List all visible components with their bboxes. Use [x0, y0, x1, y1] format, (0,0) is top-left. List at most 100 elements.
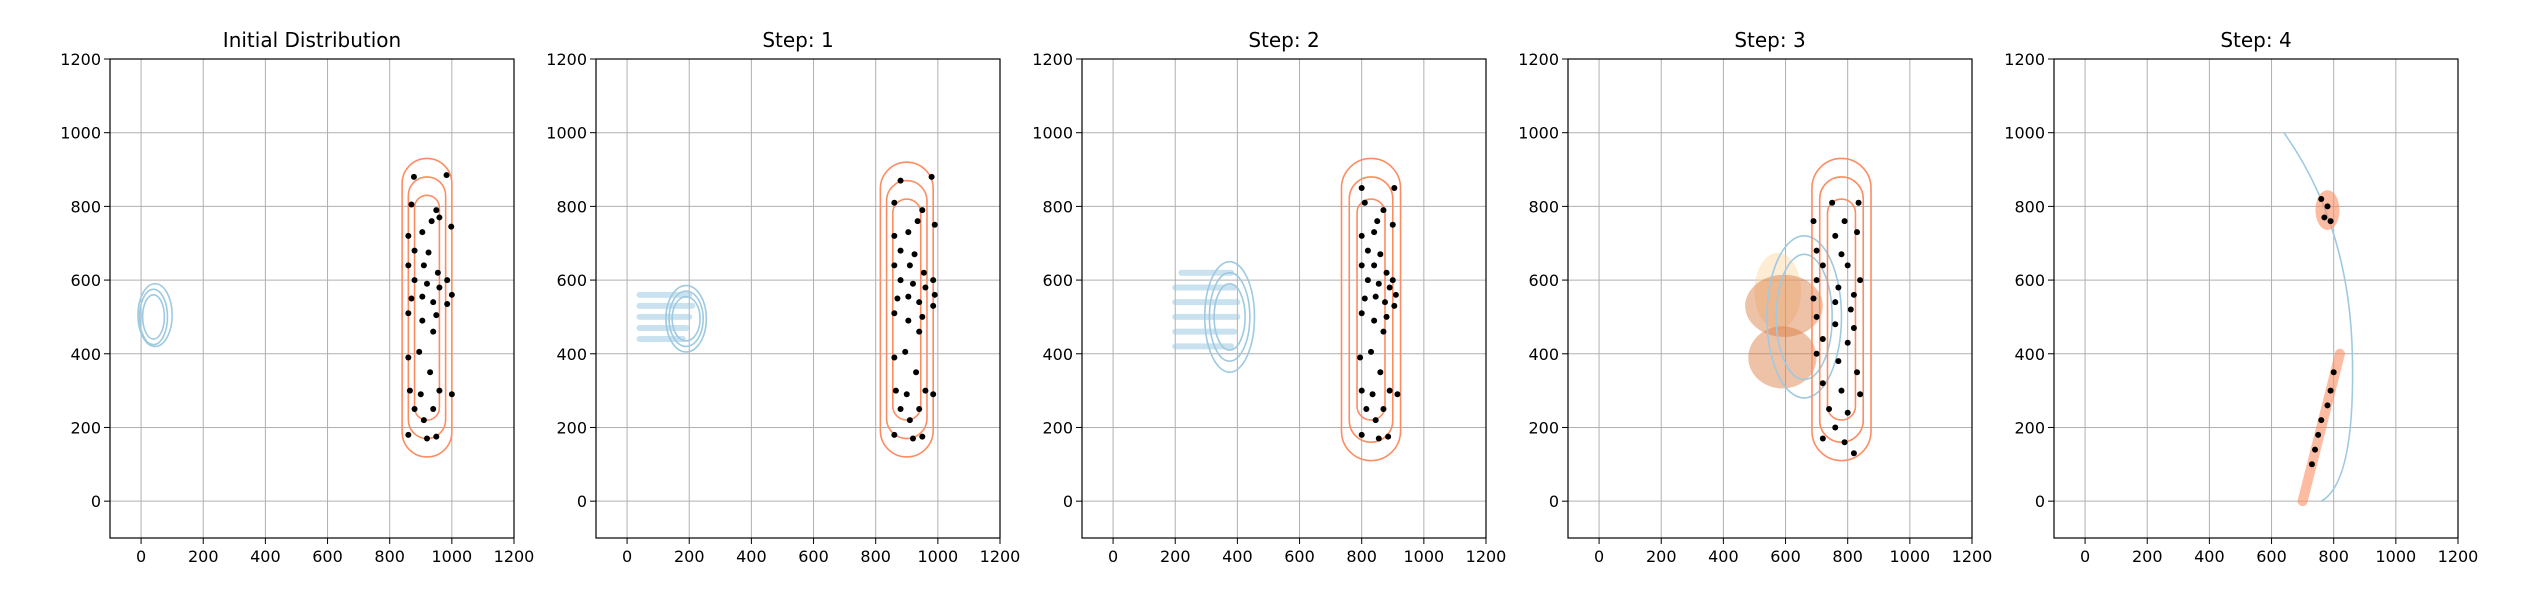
y-tick-label: 1200	[60, 50, 101, 69]
particle-point	[1364, 247, 1371, 254]
particle-point	[1844, 339, 1851, 346]
particle-point	[430, 299, 437, 306]
particle-point	[1383, 313, 1390, 320]
flow-blob	[1745, 274, 1823, 337]
y-tick-label: 1000	[1518, 124, 1559, 143]
x-tick-label: 600	[1284, 547, 1315, 566]
target-contour	[2297, 348, 2345, 507]
particle-point	[1389, 277, 1396, 284]
particle-point	[419, 317, 426, 324]
source-contour	[137, 282, 173, 348]
panel-step-3: Step: 3 0 200 400 600 800 1000 1200 0 200 400 600 8…	[1518, 28, 1992, 566]
x-tick-label: 400	[1708, 547, 1739, 566]
particle-point	[913, 369, 920, 376]
particle-point	[433, 312, 440, 319]
particle-point	[1850, 324, 1857, 331]
particle-point	[931, 291, 938, 298]
particle-point	[1857, 391, 1864, 398]
target-contour	[1348, 176, 1394, 443]
particle-point	[416, 348, 423, 355]
grid	[2054, 58, 2459, 538]
grid	[596, 58, 1001, 538]
x-tick-label: 200	[1646, 547, 1677, 566]
particle-point	[425, 249, 432, 256]
particle-point	[411, 406, 418, 413]
particle-point	[1361, 295, 1368, 302]
particle-point	[443, 172, 450, 179]
particle-point	[930, 302, 937, 309]
y-tick-label: 1000	[2004, 124, 2045, 143]
particle-point	[905, 229, 912, 236]
source-contour	[665, 284, 708, 353]
y-tick-label: 0	[1549, 492, 1559, 511]
particle-point	[408, 201, 415, 208]
particle-point	[1850, 450, 1857, 457]
particle-point	[1832, 321, 1839, 328]
particle-point	[1361, 199, 1368, 206]
y-tick-label: 0	[577, 492, 587, 511]
particle-point	[2327, 387, 2334, 394]
particle-point	[1369, 391, 1376, 398]
plot-area	[109, 58, 515, 539]
particle-point	[428, 218, 435, 225]
x-tick-label: 0	[622, 547, 632, 566]
panel-initial-distribution: Initial Distribution 0 200 400 600 800 1000 12…	[60, 28, 534, 566]
particle-point	[1810, 218, 1817, 225]
particle-point	[922, 387, 929, 394]
particle-point	[891, 232, 898, 239]
x-tick-label: 1000	[431, 547, 472, 566]
particle-point	[420, 417, 427, 424]
grid	[110, 58, 515, 538]
grid	[1082, 58, 1487, 538]
particle-point	[1371, 317, 1378, 324]
x-tick-label: 1000	[917, 547, 958, 566]
y-tick-label: 200	[1528, 418, 1559, 437]
x-tick-label: 400	[250, 547, 281, 566]
target-contour	[885, 179, 928, 440]
particle-point	[930, 391, 937, 398]
particle-point	[1375, 435, 1382, 442]
particle-point	[891, 310, 898, 317]
particle-point	[2312, 446, 2319, 453]
particle-point	[891, 199, 898, 206]
x-tick-label: 400	[1222, 547, 1253, 566]
panel-content	[1745, 157, 1872, 462]
particle-point	[419, 293, 426, 300]
y-tick-label: 400	[556, 345, 587, 364]
particle-point	[897, 177, 904, 184]
particle-point	[914, 218, 921, 225]
particle-point	[1358, 431, 1365, 438]
source-contour	[668, 290, 705, 348]
particle-point	[2330, 369, 2337, 376]
plot-area	[1081, 58, 1487, 539]
particle-point	[905, 317, 912, 324]
particle-point	[1850, 291, 1857, 298]
particle-point	[1364, 277, 1371, 284]
x-tick-label: 1200	[2438, 547, 2479, 566]
particle-point	[1819, 380, 1826, 387]
particle-point	[405, 262, 412, 269]
particle-point	[419, 229, 426, 236]
particle-point	[1813, 313, 1820, 320]
source-contour	[1775, 253, 1833, 381]
panel-title: Step: 1	[762, 28, 833, 52]
y-tick-label: 200	[1042, 418, 1073, 437]
y-tick-label: 600	[1528, 271, 1559, 290]
target-contour	[2315, 190, 2340, 231]
plot-area	[2053, 58, 2459, 539]
y-tick-label: 400	[2014, 345, 2045, 364]
particle-point	[1844, 262, 1851, 269]
particle-point	[1358, 232, 1365, 239]
particle-point	[1813, 350, 1820, 357]
x-tick-label: 0	[1594, 547, 1604, 566]
particle-point	[436, 387, 443, 394]
y-tick-label: 1200	[546, 50, 587, 69]
particle-point	[1375, 280, 1382, 287]
particle-point	[928, 173, 935, 180]
particle-point	[1371, 229, 1378, 236]
target-contour	[413, 194, 441, 421]
particle-point	[1829, 199, 1836, 206]
particle-point	[1377, 251, 1384, 258]
particle-point	[406, 387, 413, 394]
